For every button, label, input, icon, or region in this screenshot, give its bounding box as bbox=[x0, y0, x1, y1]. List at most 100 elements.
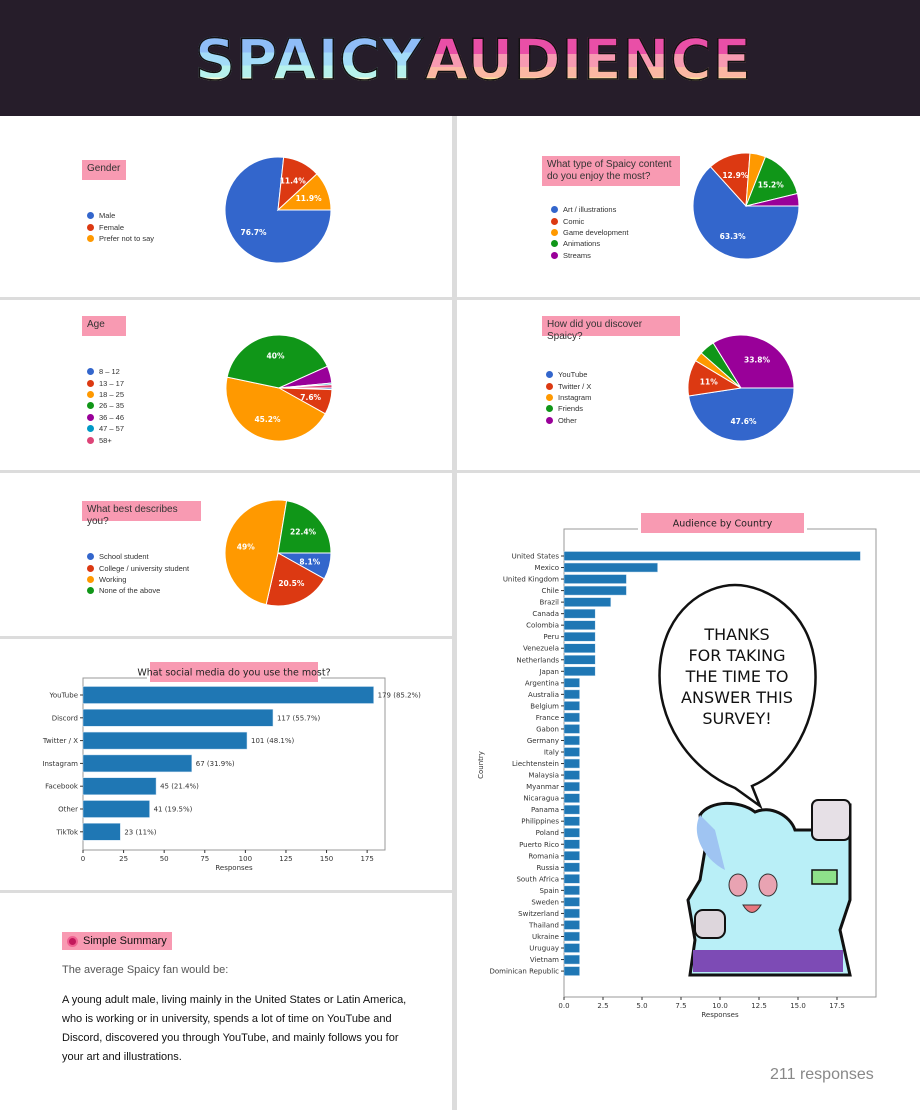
country-category-label: Canada bbox=[532, 610, 559, 618]
country-category-label: Uruguay bbox=[529, 945, 559, 953]
content-slice bbox=[692, 165, 800, 260]
legend-item: Twitter / X bbox=[546, 380, 591, 391]
country-bar bbox=[563, 666, 596, 677]
country-category-label: Australia bbox=[528, 691, 559, 699]
legend-item: 8 – 12 bbox=[87, 366, 124, 377]
legend-dot-icon bbox=[87, 413, 94, 421]
discover-slice bbox=[712, 334, 795, 389]
legend-label: 18 – 25 bbox=[99, 389, 125, 399]
legend-label: College / university student bbox=[99, 563, 190, 573]
country-x-tick-label: 10.0 bbox=[712, 1002, 728, 1010]
legend-item: 47 – 57 bbox=[87, 423, 124, 434]
country-category-label: South Africa bbox=[516, 875, 559, 883]
legend-item: Comic bbox=[551, 215, 628, 226]
social-category-label: YouTube bbox=[49, 692, 78, 700]
social-x-tick-label: 50 bbox=[160, 855, 169, 863]
legend-item: 18 – 25 bbox=[87, 389, 124, 400]
social-bar bbox=[82, 709, 274, 727]
social-value-label: 117 (55.7%) bbox=[277, 714, 321, 722]
legend-label: Female bbox=[99, 222, 125, 232]
summary-intro: The average Spaicy fan would be: bbox=[62, 964, 229, 976]
row-divider bbox=[0, 636, 452, 639]
legend-item: College / university student bbox=[87, 562, 189, 573]
country-y-axis-label: Country bbox=[477, 751, 485, 779]
legend-dot-icon bbox=[87, 553, 94, 561]
social-title: What social media do you use the most? bbox=[137, 668, 330, 679]
country-bar bbox=[563, 885, 580, 896]
legend-item: YouTube bbox=[546, 369, 591, 380]
legend-item: Prefer not to say bbox=[87, 233, 154, 244]
legend-label: Game development bbox=[563, 227, 629, 237]
country-category-label: Netherlands bbox=[516, 656, 559, 664]
legend-label: Instagram bbox=[558, 392, 592, 402]
social-bar-chart: YouTube 179 (85.2%) Discord 117 (55.7%) Twit… bbox=[42, 662, 421, 872]
country-category-label: Venezuela bbox=[523, 645, 559, 653]
legend-label: Other bbox=[558, 415, 577, 425]
social-value-label: 23 (11%) bbox=[124, 828, 156, 836]
country-bar bbox=[563, 608, 596, 619]
country-category-label: Spain bbox=[539, 887, 559, 895]
speech-bubble-line: FOR TAKING bbox=[688, 646, 785, 665]
content-pie: 63.3% 12.9% 15.2% bbox=[692, 152, 800, 260]
legend-item: Male bbox=[87, 210, 154, 221]
country-bar bbox=[563, 551, 861, 561]
country-category-label: Malaysia bbox=[528, 772, 559, 780]
social-category-label: Discord bbox=[52, 714, 78, 722]
country-category-label: Colombia bbox=[526, 622, 559, 630]
country-category-label: Chile bbox=[541, 587, 559, 595]
social-bar bbox=[82, 823, 121, 841]
legend-dot-icon bbox=[551, 251, 558, 259]
content-slice-label: 15.2% bbox=[758, 180, 785, 189]
describes-slice bbox=[224, 499, 288, 606]
summary-title: Simple Summary bbox=[62, 932, 172, 950]
legend-item: Instagram bbox=[546, 392, 591, 403]
legend-dot-icon bbox=[546, 405, 553, 413]
country-category-label: Nicaragua bbox=[523, 795, 559, 803]
legend-item: None of the above bbox=[87, 585, 189, 596]
age-slice-label: 45.2% bbox=[254, 415, 281, 424]
social-bar bbox=[82, 686, 374, 704]
legend-dot-icon bbox=[87, 234, 94, 242]
speech-bubble-line: THE TIME TO bbox=[685, 667, 789, 686]
legend-label: Comic bbox=[563, 216, 585, 226]
country-category-label: Ukraine bbox=[532, 933, 559, 941]
country-bar bbox=[563, 562, 658, 573]
legend-dot-icon bbox=[87, 564, 94, 572]
age-slice bbox=[226, 334, 329, 389]
country-category-label: Thailand bbox=[528, 921, 559, 929]
social-value-label: 67 (31.9%) bbox=[196, 760, 235, 768]
country-category-label: Liechtenstein bbox=[512, 760, 559, 768]
legend-dot-icon bbox=[87, 436, 94, 444]
country-category-label: Switzerland bbox=[518, 910, 559, 918]
country-bar bbox=[563, 735, 580, 746]
legend-dot-icon bbox=[551, 217, 558, 225]
country-bar bbox=[563, 827, 580, 838]
legend-dot-icon bbox=[546, 382, 553, 390]
age-legend: 8 – 12 13 – 17 18 – 25 26 – 35 36 – 46 47 – 5… bbox=[87, 366, 124, 446]
country-x-tick-label: 15.0 bbox=[790, 1002, 806, 1010]
social-x-tick-label: 0 bbox=[81, 855, 85, 863]
describes-slice-label: 49% bbox=[237, 543, 255, 552]
legend-label: Male bbox=[99, 211, 116, 221]
country-bar bbox=[563, 851, 580, 861]
country-bar bbox=[563, 954, 580, 965]
legend-label: 36 – 46 bbox=[99, 412, 125, 422]
summary-body: A young adult male, living mainly in the… bbox=[62, 994, 407, 1063]
legend-item: Friends bbox=[546, 403, 591, 414]
social-x-tick-label: 100 bbox=[239, 855, 252, 863]
social-bar bbox=[82, 731, 248, 750]
country-bar bbox=[563, 804, 580, 815]
country-bar bbox=[563, 758, 580, 769]
social-x-tick-label: 175 bbox=[360, 855, 373, 863]
content-slice-label: 63.3% bbox=[720, 232, 747, 241]
social-bar bbox=[82, 754, 193, 773]
country-bar bbox=[563, 712, 580, 723]
country-category-label: United Kingdom bbox=[503, 576, 559, 584]
content-title: What type of Spaicy content do you enjoy… bbox=[542, 156, 680, 186]
legend-item: 36 – 46 bbox=[87, 412, 124, 423]
country-category-label: Mexico bbox=[535, 564, 559, 572]
legend-label: 26 – 35 bbox=[99, 401, 125, 411]
speech-bubble-line: THANKS bbox=[703, 625, 769, 644]
country-category-label: France bbox=[536, 714, 559, 722]
country-bar bbox=[563, 574, 627, 584]
